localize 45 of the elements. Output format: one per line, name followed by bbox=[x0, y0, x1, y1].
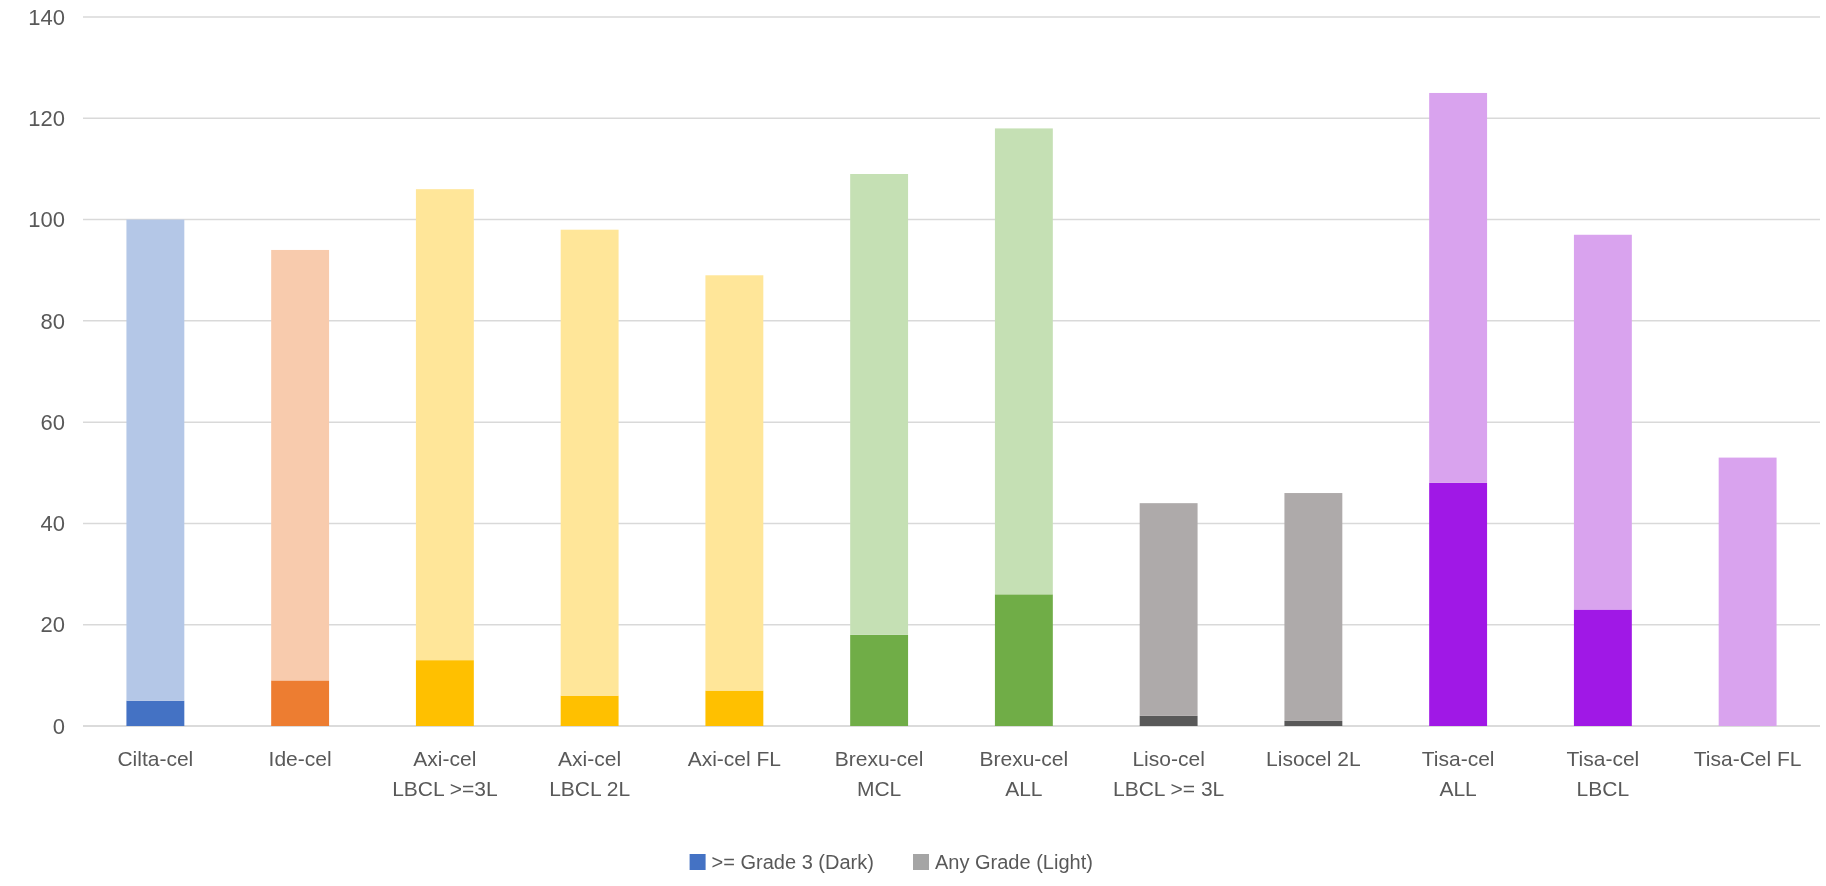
y-tick-label: 0 bbox=[52, 713, 65, 739]
y-tick-label: 60 bbox=[40, 409, 65, 435]
bar bbox=[415, 660, 474, 726]
bar bbox=[1429, 482, 1488, 726]
bar bbox=[126, 700, 185, 726]
x-tick-label: Liso-cel LBCL >= 3L bbox=[1112, 747, 1225, 800]
legend-label: >= Grade 3 (Dark) bbox=[711, 851, 874, 873]
x-tick-label: Brexu-cel ALL bbox=[979, 747, 1069, 800]
bar bbox=[850, 634, 909, 726]
bar bbox=[1139, 715, 1198, 726]
bar bbox=[271, 249, 330, 681]
x-tick-label: Ide-cel bbox=[268, 747, 332, 770]
bar bbox=[126, 219, 185, 701]
y-tick-label: 20 bbox=[40, 612, 65, 638]
x-tick-label: Tisa-cel ALL bbox=[1421, 747, 1495, 800]
x-tick-label: Brexu-cel MCL bbox=[834, 747, 924, 800]
bar bbox=[1573, 609, 1632, 726]
bar bbox=[850, 173, 909, 635]
bar bbox=[705, 690, 764, 726]
bar bbox=[271, 680, 330, 726]
x-tick-label: Tisa-cel LBCL bbox=[1566, 747, 1640, 800]
bar bbox=[415, 189, 474, 661]
y-tick-label: 100 bbox=[28, 207, 65, 233]
bar bbox=[994, 128, 1053, 595]
y-tick-label: 120 bbox=[28, 105, 65, 131]
bar bbox=[1284, 493, 1343, 721]
y-tick-label: 40 bbox=[40, 511, 65, 537]
bar bbox=[1429, 92, 1488, 483]
bar bbox=[1284, 720, 1343, 726]
bar bbox=[1139, 503, 1198, 716]
x-tick-label: Axi-cel LBCL >=3L bbox=[392, 747, 498, 800]
bar bbox=[1573, 234, 1632, 610]
bar bbox=[1718, 457, 1777, 726]
x-tick-label: Axi-cel FL bbox=[687, 747, 782, 770]
y-tick-label: 140 bbox=[28, 4, 65, 30]
bar bbox=[705, 275, 764, 691]
bar bbox=[994, 594, 1053, 726]
x-tick-label: Tisa-Cel FL bbox=[1693, 747, 1802, 770]
bar bbox=[560, 695, 619, 726]
x-tick-label: Lisocel 2L bbox=[1266, 747, 1361, 770]
x-tick-label: Axi-cel LBCL 2L bbox=[549, 747, 631, 800]
y-tick-label: 80 bbox=[40, 308, 65, 334]
bar bbox=[560, 229, 619, 696]
legend-label: Any Grade (Light) bbox=[935, 851, 1093, 873]
x-tick-label: Cilta-cel bbox=[117, 747, 194, 770]
